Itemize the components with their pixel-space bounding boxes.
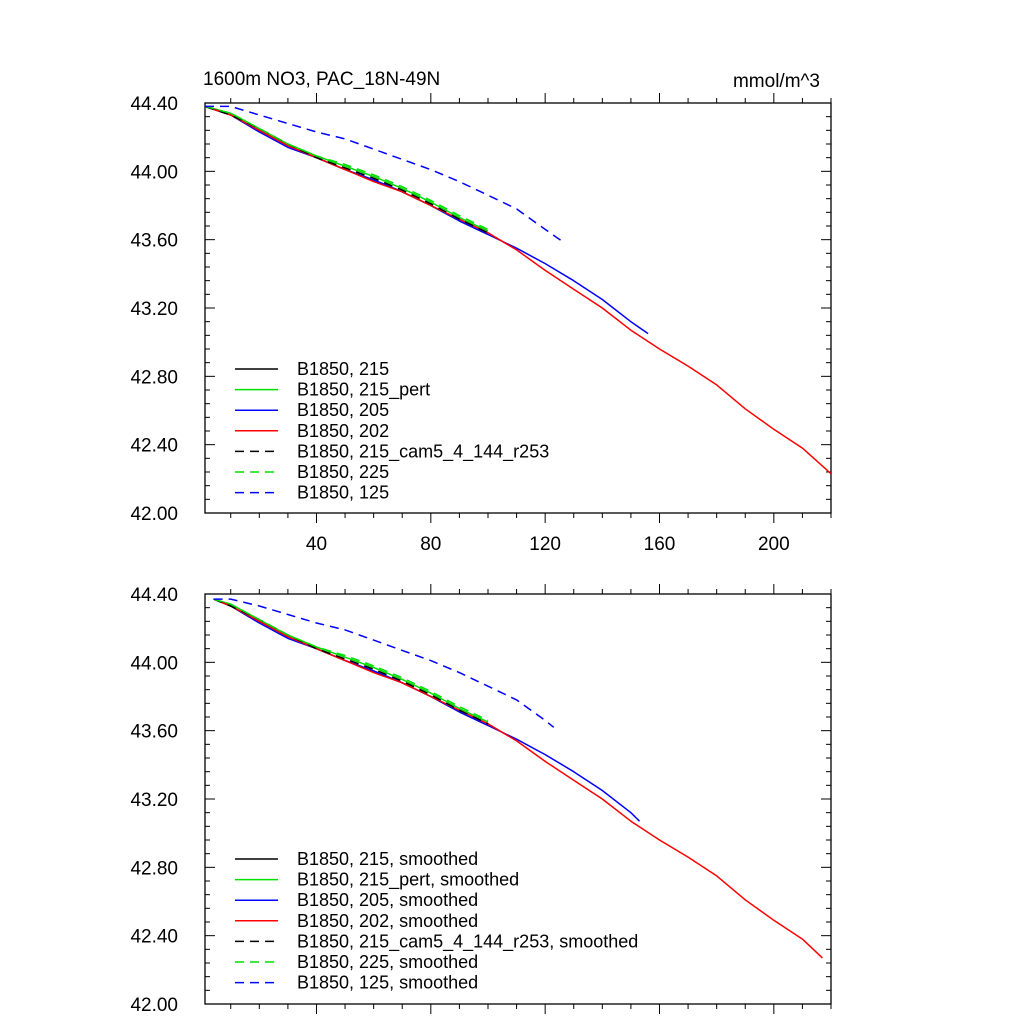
legend-label: B1850, 205, smoothed bbox=[297, 890, 478, 910]
y-tick-label: 44.00 bbox=[130, 653, 178, 674]
legend-label: B1850, 225, smoothed bbox=[297, 952, 478, 972]
x-tick-label: 160 bbox=[644, 534, 676, 555]
legend-label: B1850, 215_pert, smoothed bbox=[297, 870, 519, 891]
series-line-4 bbox=[213, 598, 489, 725]
y-tick-label: 42.00 bbox=[130, 995, 178, 1016]
series-line-6 bbox=[205, 105, 563, 243]
legend-label: B1850, 215_cam5_4_144_r253, smoothed bbox=[297, 931, 638, 952]
y-tick-label: 44.00 bbox=[130, 162, 178, 183]
legend-label: B1850, 205 bbox=[297, 400, 389, 420]
legend-label: B1850, 215 bbox=[297, 359, 389, 379]
legend-label: B1850, 202, smoothed bbox=[297, 911, 478, 931]
y-tick-label: 43.20 bbox=[130, 790, 178, 811]
top-panel: 42.00 42.40 42.80 43.20 43.60 44.00 44.40 40 80 1… bbox=[130, 93, 832, 555]
bottom-panel: 42.00 42.40 42.80 43.20 43.60 44.00 44.40 B1850… bbox=[130, 584, 832, 1016]
y-tick-label: 42.80 bbox=[130, 858, 178, 879]
y-tick-label: 44.40 bbox=[130, 94, 178, 115]
series-line-3 bbox=[213, 598, 823, 959]
y-tick-label: 42.40 bbox=[130, 927, 178, 948]
chart-title: 1600m NO3, PAC_18N-49N bbox=[203, 69, 440, 90]
series-line-5 bbox=[213, 598, 489, 722]
y-tick-label: 42.40 bbox=[130, 436, 178, 457]
y-tick-label: 42.00 bbox=[130, 504, 178, 525]
x-tick-label: 200 bbox=[758, 534, 790, 555]
legend-label: B1850, 215_cam5_4_144_r253 bbox=[297, 441, 549, 462]
legend-label: B1850, 215, smoothed bbox=[297, 849, 478, 869]
legend-label: B1850, 225 bbox=[297, 462, 389, 482]
y-tick-label: 44.40 bbox=[130, 585, 178, 606]
series-line-5 bbox=[205, 105, 489, 231]
legend-label: B1850, 202 bbox=[297, 421, 389, 441]
series-line-6 bbox=[213, 598, 555, 728]
x-tick-label: 80 bbox=[420, 534, 441, 555]
legend-label: B1850, 125 bbox=[297, 483, 389, 503]
x-tick-label: 120 bbox=[529, 534, 561, 555]
x-tick-label: 40 bbox=[306, 534, 327, 555]
y-tick-label: 43.60 bbox=[130, 231, 178, 252]
series-line-2 bbox=[213, 598, 641, 822]
series-line-1 bbox=[213, 598, 489, 723]
units-label: mmol/m^3 bbox=[733, 71, 820, 92]
y-tick-label: 43.20 bbox=[130, 299, 178, 320]
series-line-2 bbox=[205, 105, 649, 335]
legend-label: B1850, 215_pert bbox=[297, 380, 430, 401]
series-lines bbox=[213, 598, 823, 959]
legend-label: B1850, 125, smoothed bbox=[297, 973, 478, 993]
y-tick-label: 43.60 bbox=[130, 722, 178, 743]
y-tick-label: 42.80 bbox=[130, 367, 178, 388]
series-lines bbox=[205, 105, 831, 475]
